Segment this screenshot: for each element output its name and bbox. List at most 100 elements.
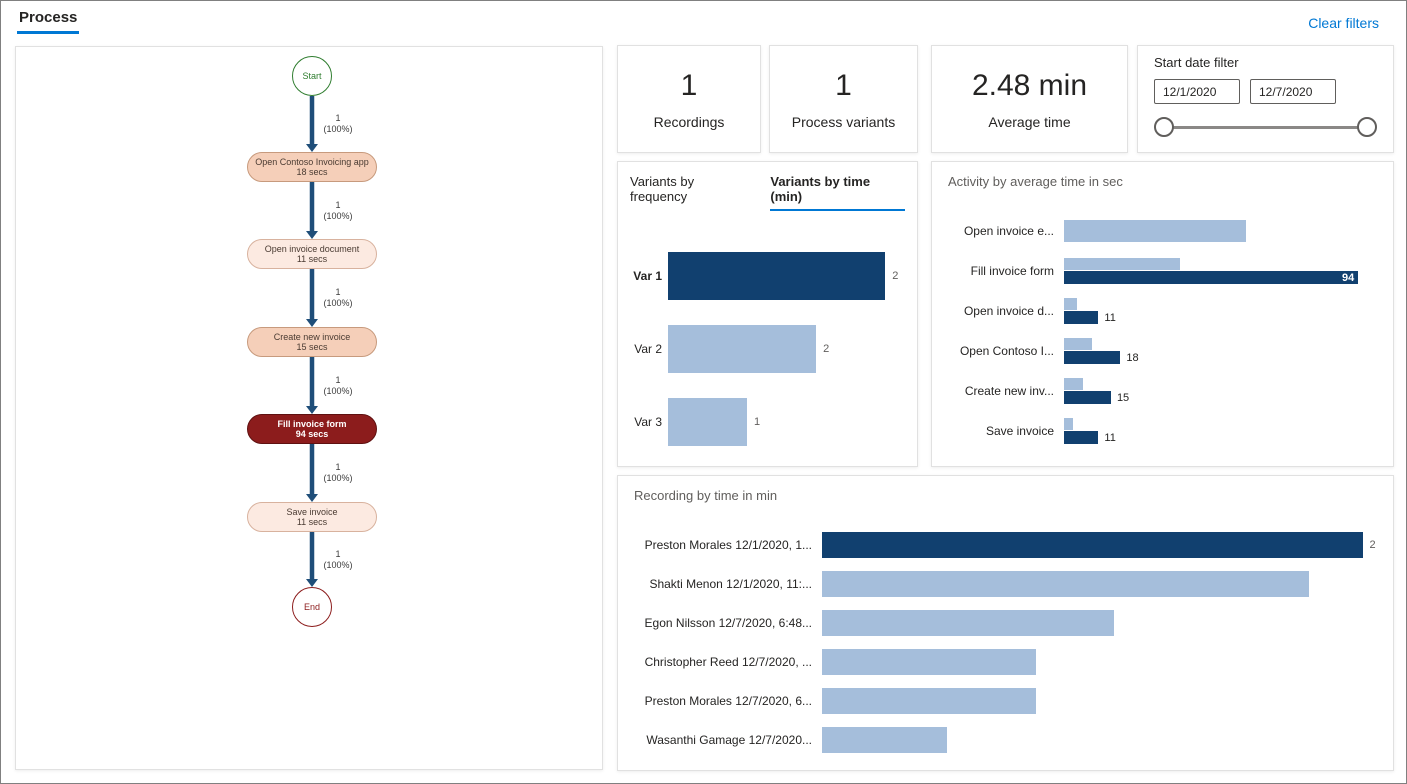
slider-handle-right[interactable] [1357, 117, 1377, 137]
recording-bar[interactable] [822, 726, 947, 753]
activity-bar-group: 11 [1064, 298, 1377, 324]
flow-start-node[interactable]: Start [292, 56, 332, 96]
activity-bar-dark[interactable] [1064, 431, 1099, 444]
activity-bars: Open invoice e... Fill invoice form 94 Open… [948, 211, 1377, 451]
activity-bar-group: 11 [1064, 418, 1377, 444]
activity-label: Open invoice e... [963, 224, 1054, 238]
edge-label: 1 (100%) [316, 287, 360, 309]
flow-node-duration: 18 secs [296, 167, 328, 177]
variant-bar[interactable] [668, 324, 817, 373]
activity-bar-dark[interactable] [1064, 391, 1111, 404]
edge-percent: (100%) [323, 210, 353, 221]
recording-row: Preston Morales 12/1/2020, 1... 2 [634, 525, 1377, 564]
recording-bar[interactable] [822, 687, 1036, 714]
activity-dark-line: 94 [1064, 271, 1377, 284]
activity-bar-light[interactable] [1064, 338, 1093, 350]
activity-value-label: 15 [1116, 391, 1130, 404]
recording-label: Preston Morales 12/7/2020, 6... [644, 693, 812, 708]
recording-label: Egon Nilsson 12/7/2020, 6:48... [644, 615, 812, 630]
end-date-input[interactable] [1250, 79, 1336, 104]
variant-label: Var 1 [633, 268, 662, 283]
start-date-input[interactable] [1154, 79, 1240, 104]
recording-bar-area [822, 609, 1377, 636]
flow-node-title: Create new invoice [273, 332, 351, 342]
activity-light-line [1064, 220, 1377, 242]
recording-bar[interactable] [822, 570, 1310, 597]
slider-handle-left[interactable] [1154, 117, 1174, 137]
flow-node-duration: 94 secs [295, 429, 329, 439]
edge-count: 1 [335, 113, 341, 123]
activity-dark-line: 11 [1064, 311, 1377, 324]
activity-bar-light[interactable] [1064, 298, 1077, 310]
activity-label: Open invoice d... [963, 304, 1054, 318]
flow-node[interactable]: Fill invoice form 94 secs [247, 414, 377, 444]
edge-percent: (100%) [323, 298, 353, 308]
recording-bars: Preston Morales 12/1/2020, 1... 2 Shakti M… [634, 525, 1377, 759]
activity-value-label: 18 [1126, 351, 1139, 364]
flow-arrows [306, 96, 318, 587]
activity-bar-dark[interactable] [1064, 311, 1099, 324]
variant-row: Var 2 2 [630, 312, 905, 385]
flow-node-duration: 11 secs [296, 254, 328, 264]
flow-node[interactable]: Create new invoice 15 secs [247, 327, 377, 357]
activity-value-label: 11 [1104, 431, 1116, 444]
flow-end-node[interactable]: End [292, 587, 332, 627]
recording-bar-area: 2 [822, 531, 1377, 558]
kpi-average-time-card: 2.48 min Average time [931, 45, 1128, 153]
recording-label: Shakti Menon 12/1/2020, 11:... [649, 576, 812, 591]
variant-bar-area: 2 [668, 251, 905, 300]
recording-bar[interactable] [822, 609, 1115, 636]
edge-label: 1 (100%) [316, 462, 360, 484]
activity-bar-light[interactable] [1064, 258, 1180, 270]
activity-dark-line: 15 [1064, 391, 1377, 404]
activity-bar-dark[interactable] [1064, 351, 1121, 364]
activity-bar-light[interactable] [1064, 220, 1246, 242]
recording-row: Egon Nilsson 12/7/2020, 6:48... [634, 603, 1377, 642]
recording-chart-card: Recording by time in min Preston Morales… [617, 475, 1394, 771]
activity-bar-light[interactable] [1064, 418, 1074, 430]
activity-dark-line: 11 [1064, 431, 1377, 444]
recording-row: Preston Morales 12/7/2020, 6... [634, 681, 1377, 720]
variants-bars: Var 1 2 Var 2 2 Var 3 1 [630, 239, 905, 458]
flow-node[interactable]: Open Contoso Invoicing app 18 secs [247, 152, 377, 182]
flow-node[interactable]: Open invoice document 11 secs [247, 239, 377, 269]
recording-bar[interactable] [822, 648, 1036, 675]
edge-count: 1 [335, 548, 341, 559]
variants-tabs: Variants by frequency Variants by time (… [630, 174, 905, 211]
variant-value-label: 1 [753, 415, 761, 428]
activity-bar-dark[interactable]: 94 [1064, 271, 1359, 284]
recording-row: Shakti Menon 12/1/2020, 11:... [634, 564, 1377, 603]
tab-variants-by-frequency[interactable]: Variants by frequency [630, 174, 695, 204]
variant-bar[interactable] [668, 251, 886, 300]
variant-bar-area: 1 [668, 397, 905, 446]
kpi-average-time-label: Average time [988, 113, 1071, 130]
activity-label: Save invoice [985, 424, 1054, 438]
kpi-recordings-card: 1 Recordings [617, 45, 761, 153]
kpi-recordings-value: 1 [680, 68, 698, 102]
flow-node[interactable]: Save invoice 11 secs [247, 502, 377, 532]
tab-process[interactable]: Process [17, 9, 80, 34]
recording-row: Christopher Reed 12/7/2020, ... [634, 642, 1377, 681]
tab-variants-by-time[interactable]: Variants by time (min) [770, 174, 905, 211]
recording-label: Preston Morales 12/1/2020, 1... [644, 537, 812, 552]
activity-bar-group: 18 [1064, 338, 1377, 364]
edge-count: 1 [335, 374, 341, 385]
edge-count: 1 [335, 462, 341, 472]
variant-bar[interactable] [668, 397, 747, 446]
kpi-variants-label: Process variants [791, 113, 896, 130]
activity-label: Fill invoice form [970, 264, 1054, 278]
variants-chart-card: Variants by frequency Variants by time (… [617, 161, 918, 467]
process-flow-card: Start End Open Contoso Invoicing app 18 sec… [15, 46, 603, 770]
edge-percent: (100%) [323, 124, 353, 134]
activity-value-label: 11 [1104, 311, 1116, 324]
activity-bar-light[interactable] [1064, 378, 1083, 390]
recording-bar[interactable] [822, 531, 1364, 558]
flow-node-title: Open invoice document [264, 244, 360, 254]
edge-label: 1 (100%) [316, 200, 360, 222]
edge-label: 1 (100%) [316, 113, 360, 135]
activity-light-line [1064, 378, 1377, 390]
activity-row: Open Contoso I... 18 [948, 331, 1377, 371]
activity-light-line [1064, 258, 1377, 270]
variant-label: Var 3 [634, 414, 662, 429]
clear-filters-link[interactable]: Clear filters [1308, 15, 1379, 31]
